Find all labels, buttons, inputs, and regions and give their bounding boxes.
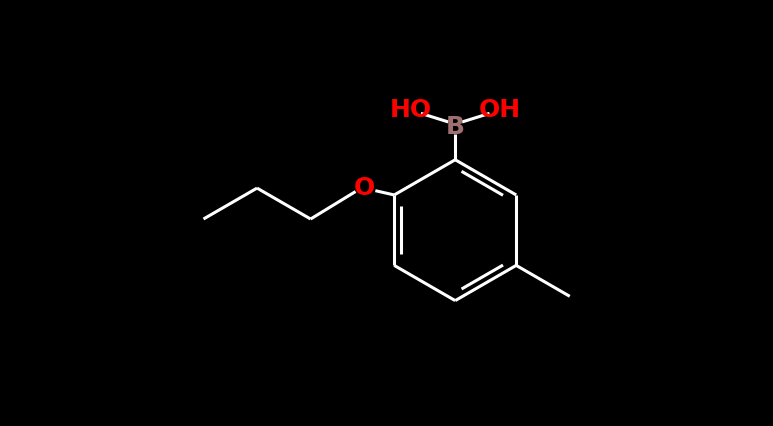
Text: O: O [353,176,375,200]
Text: OH: OH [478,98,521,122]
Text: B: B [446,115,465,139]
Text: HO: HO [390,98,431,122]
